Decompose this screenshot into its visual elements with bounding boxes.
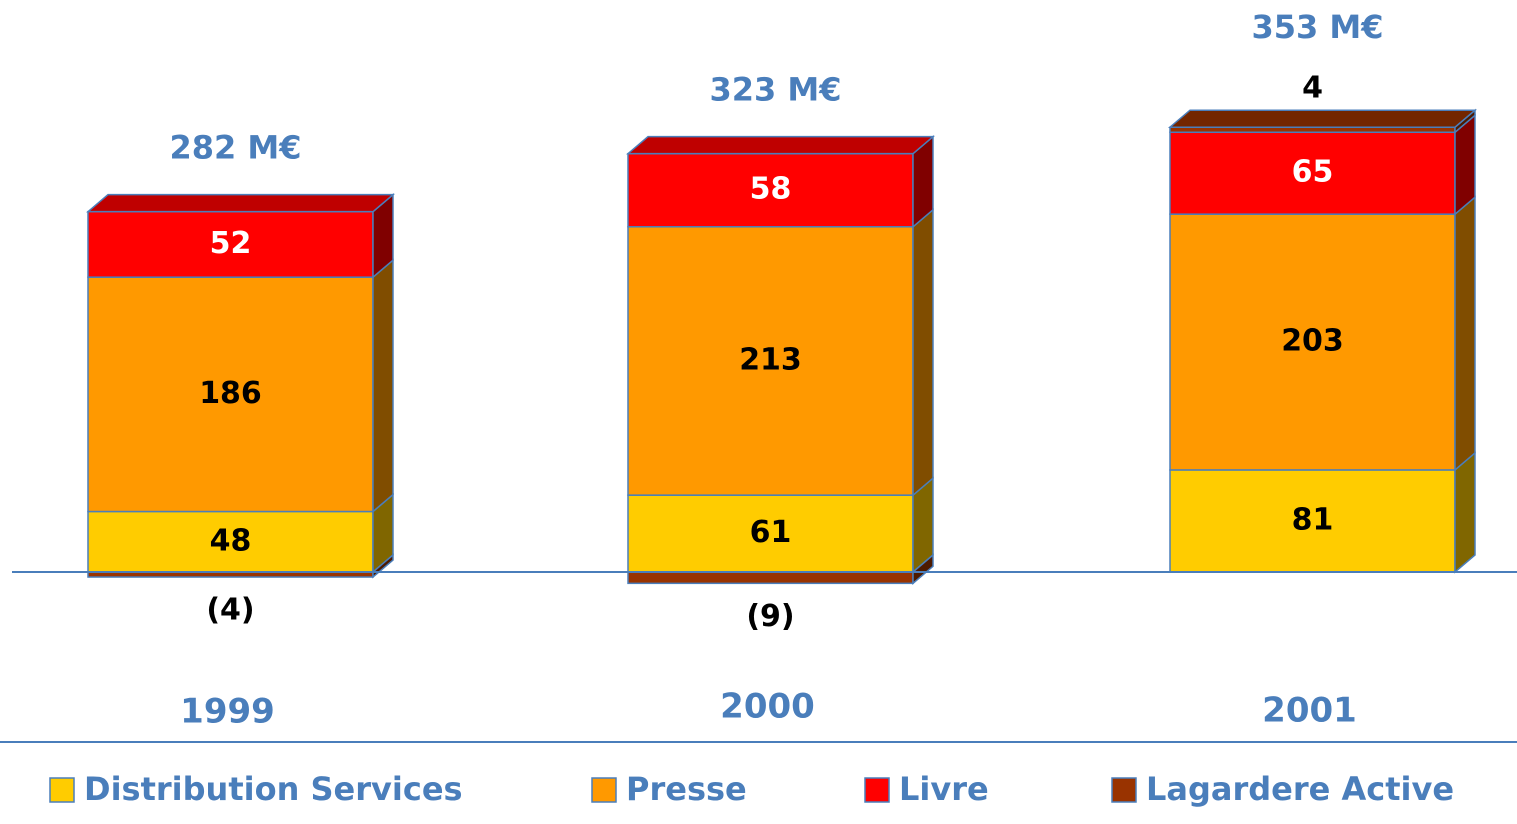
bar-segment bbox=[87, 276, 374, 513]
value-label: 186 bbox=[199, 376, 262, 411]
bar-side bbox=[1454, 195, 1476, 472]
value-label: 81 bbox=[1292, 502, 1334, 537]
legend-label: Distribution Services bbox=[84, 770, 463, 808]
x-tick-label: 1999 bbox=[180, 692, 275, 732]
value-label: 203 bbox=[1281, 324, 1344, 359]
bar-top bbox=[1167, 109, 1478, 128]
x-tick-label: 2001 bbox=[1262, 691, 1357, 731]
value-label: 4 bbox=[1302, 71, 1323, 106]
total-label: 282 M€ bbox=[169, 129, 301, 167]
bar-segment bbox=[627, 571, 914, 585]
value-label: (4) bbox=[206, 593, 254, 628]
x-tick-label: 2000 bbox=[720, 687, 815, 727]
legend-swatch bbox=[591, 777, 617, 803]
value-label: 213 bbox=[739, 342, 802, 377]
value-label: 48 bbox=[210, 523, 252, 558]
total-label: 353 M€ bbox=[1251, 8, 1383, 46]
bar-top bbox=[625, 135, 936, 155]
bar-side bbox=[1454, 451, 1476, 574]
value-label: 61 bbox=[750, 515, 792, 550]
total-label: 323 M€ bbox=[709, 71, 841, 109]
bar-segment bbox=[627, 494, 914, 573]
legend-label: Lagardere Active bbox=[1146, 770, 1454, 808]
bar-side bbox=[912, 208, 934, 497]
legend-label: Livre bbox=[899, 770, 989, 808]
legend-swatch bbox=[49, 777, 75, 803]
bar-segment bbox=[1169, 213, 1456, 471]
bar-top bbox=[85, 193, 396, 213]
bar-side bbox=[912, 553, 934, 585]
legend-swatch bbox=[1111, 777, 1137, 803]
bar-segment bbox=[1169, 131, 1456, 215]
bar-segment bbox=[1169, 126, 1456, 134]
value-label: 52 bbox=[210, 226, 252, 261]
legend-label: Presse bbox=[626, 770, 747, 808]
legend-swatch bbox=[864, 777, 890, 803]
bar-side bbox=[372, 258, 394, 514]
bar-segment bbox=[627, 226, 914, 496]
value-label: (9) bbox=[746, 599, 794, 634]
bar-segment bbox=[87, 210, 374, 278]
value-label: 58 bbox=[750, 172, 792, 207]
value-label: 65 bbox=[1292, 155, 1334, 190]
